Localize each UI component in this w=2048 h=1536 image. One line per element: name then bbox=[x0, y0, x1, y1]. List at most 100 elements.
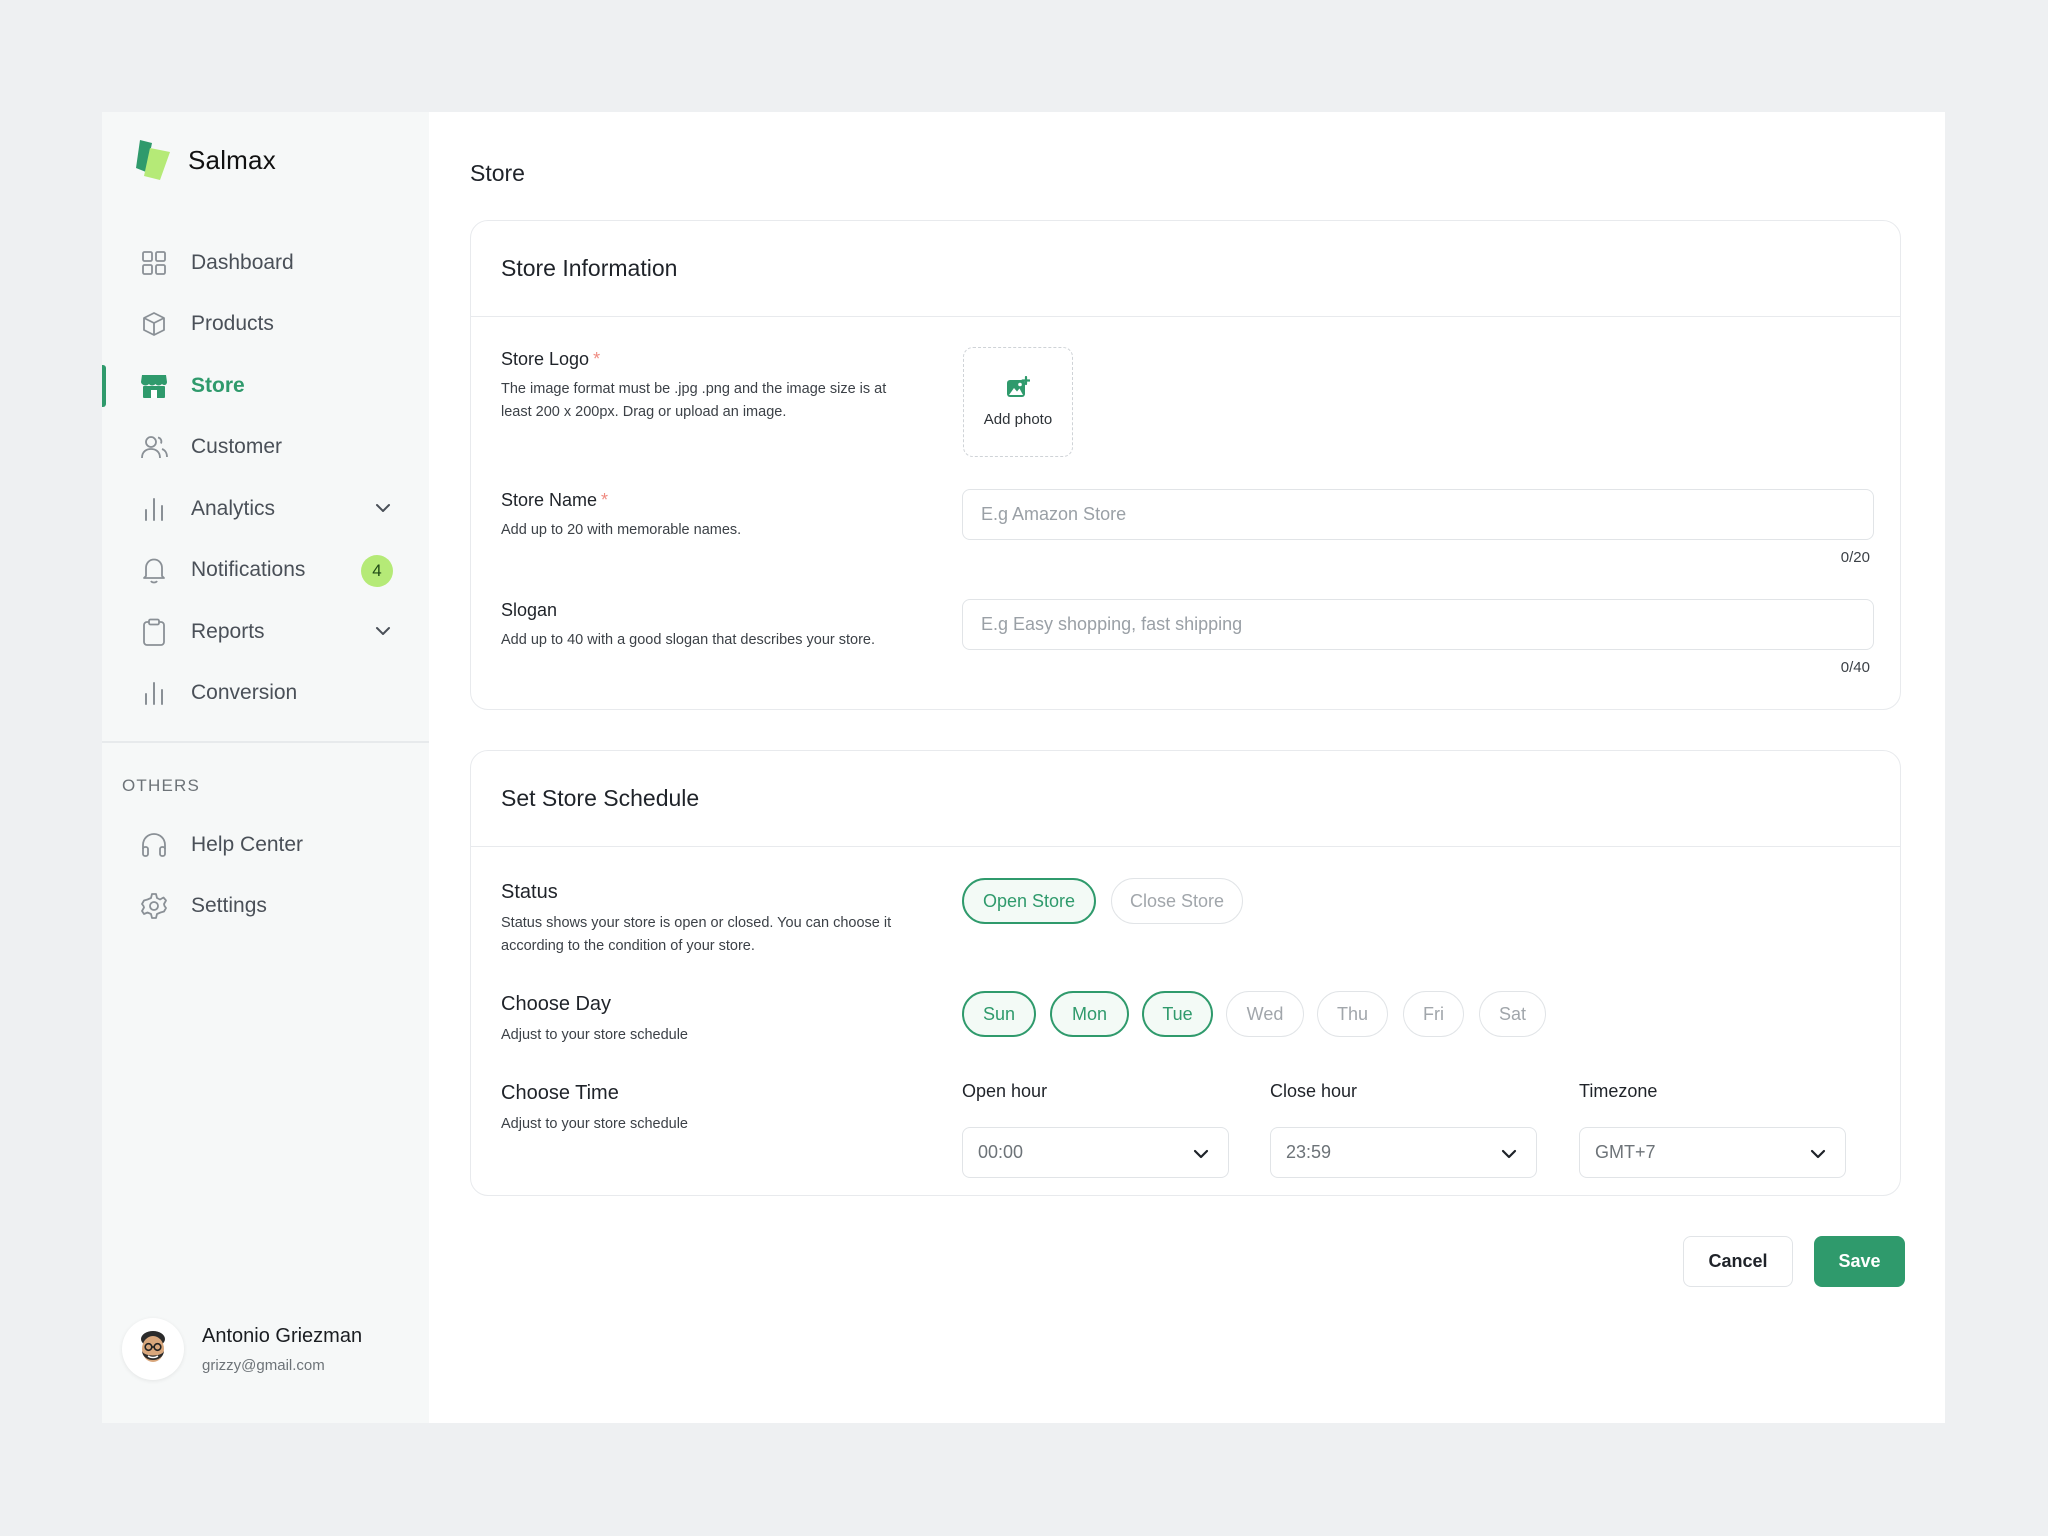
store-logo-row: Store Logo * The image format must be .jp… bbox=[501, 349, 911, 424]
cancel-button[interactable]: Cancel bbox=[1683, 1236, 1793, 1287]
open-hour-select[interactable]: 00:00 bbox=[962, 1127, 1229, 1178]
choose-time-label: Choose Time bbox=[501, 1082, 619, 1104]
store-name-input[interactable] bbox=[962, 489, 1874, 540]
open-hour-label: Open hour bbox=[962, 1081, 1048, 1101]
brand-name: Salmax bbox=[188, 144, 276, 175]
store-name-row: Store Name * Add up to 20 with memorable … bbox=[501, 490, 911, 542]
close-store-button[interactable]: Close Store bbox=[1111, 878, 1243, 924]
required-mark: * bbox=[601, 490, 609, 510]
bar-chart-icon bbox=[139, 678, 169, 708]
day-wed-toggle[interactable]: Wed bbox=[1226, 991, 1304, 1037]
add-photo-dropzone[interactable]: Add photo bbox=[963, 347, 1073, 457]
sidebar-item-label: Products bbox=[191, 312, 274, 336]
chevron-down-icon[interactable] bbox=[373, 621, 393, 646]
day-sun-toggle[interactable]: Sun bbox=[962, 991, 1036, 1037]
clipboard-icon bbox=[139, 617, 169, 647]
sidebar-item-label: Help Center bbox=[191, 832, 304, 856]
day-mon-toggle[interactable]: Mon bbox=[1050, 991, 1129, 1037]
choose-time-row: Choose Time Adjust to your store schedul… bbox=[501, 1082, 911, 1136]
sidebar-item-label: Store bbox=[191, 373, 245, 397]
sidebar-item-label: Reports bbox=[191, 619, 265, 643]
choose-day-label: Choose Day bbox=[501, 993, 612, 1015]
sidebar-item-products[interactable]: Products bbox=[102, 294, 429, 356]
close-hour-value: 23:59 bbox=[1286, 1142, 1332, 1162]
timezone-value: GMT+7 bbox=[1595, 1142, 1656, 1162]
chevron-down-icon bbox=[1500, 1145, 1518, 1168]
slogan-input[interactable] bbox=[962, 599, 1874, 650]
avatar bbox=[122, 1318, 184, 1380]
timezone-label: Timezone bbox=[1579, 1081, 1658, 1101]
sidebar-item-customer[interactable]: Customer bbox=[102, 417, 429, 479]
user-profile[interactable]: Antonio Griezman grizzy@gmail.com bbox=[122, 1318, 362, 1380]
day-fri-toggle[interactable]: Fri bbox=[1403, 991, 1464, 1037]
required-mark: * bbox=[593, 349, 601, 369]
store-information-card: Store Information Store Logo * The image … bbox=[470, 220, 1901, 710]
store-name-label: Store Name bbox=[501, 490, 598, 510]
store-name-counter: 0/20 bbox=[1840, 549, 1870, 566]
open-hour-value: 00:00 bbox=[978, 1142, 1024, 1162]
brand[interactable]: Salmax bbox=[136, 138, 276, 182]
sidebar-item-label: Settings bbox=[191, 894, 267, 918]
status-row: Status Status shows your store is open o… bbox=[501, 881, 921, 958]
gear-icon bbox=[139, 891, 169, 921]
users-icon bbox=[139, 432, 169, 462]
user-email: grizzy@gmail.com bbox=[202, 1356, 325, 1374]
store-logo-description: The image format must be .jpg .png and t… bbox=[501, 381, 887, 420]
choose-day-description: Adjust to your store schedule bbox=[501, 1027, 688, 1043]
image-add-icon bbox=[1006, 375, 1031, 403]
add-photo-label: Add photo bbox=[983, 411, 1053, 428]
card-title: Set Store Schedule bbox=[471, 751, 1900, 847]
sidebar-item-analytics[interactable]: Analytics bbox=[102, 478, 429, 540]
sidebar-item-notifications[interactable]: Notifications 4 bbox=[102, 540, 429, 602]
timezone-select[interactable]: GMT+7 bbox=[1579, 1127, 1846, 1178]
status-label: Status bbox=[501, 881, 558, 903]
sidebar-item-label: Customer bbox=[191, 435, 283, 459]
sidebar-item-label: Analytics bbox=[191, 496, 276, 520]
day-thu-toggle[interactable]: Thu bbox=[1317, 991, 1388, 1037]
sidebar-item-settings[interactable]: Settings bbox=[102, 876, 429, 938]
box-icon bbox=[139, 309, 169, 339]
sidebar-item-reports[interactable]: Reports bbox=[102, 601, 429, 663]
headphones-icon bbox=[139, 830, 169, 860]
chevron-down-icon[interactable] bbox=[373, 498, 393, 523]
slogan-counter: 0/40 bbox=[1840, 659, 1870, 676]
bell-icon bbox=[139, 555, 169, 585]
status-description: Status shows your store is open or close… bbox=[501, 915, 892, 954]
sidebar-item-dashboard[interactable]: Dashboard bbox=[102, 232, 429, 294]
slogan-row: Slogan Add up to 40 with a good slogan t… bbox=[501, 600, 941, 652]
close-hour-label: Close hour bbox=[1270, 1081, 1358, 1101]
close-hour-select[interactable]: 23:59 bbox=[1270, 1127, 1537, 1178]
salmax-logo-icon bbox=[136, 138, 172, 182]
choose-time-description: Adjust to your store schedule bbox=[501, 1116, 688, 1132]
choose-day-row: Choose Day Adjust to your store schedule bbox=[501, 993, 911, 1047]
store-logo-label: Store Logo bbox=[501, 349, 590, 369]
bar-chart-icon bbox=[139, 494, 169, 524]
sidebar-item-label: Conversion bbox=[191, 681, 298, 705]
user-name: Antonio Griezman bbox=[202, 1324, 363, 1347]
sidebar-item-conversion[interactable]: Conversion bbox=[102, 663, 429, 725]
user-info: Antonio Griezman grizzy@gmail.com bbox=[202, 1325, 362, 1374]
sidebar: Salmax Dashboard Products bbox=[102, 112, 429, 1423]
store-name-description: Add up to 20 with memorable names. bbox=[501, 522, 742, 538]
sidebar-item-label: Dashboard bbox=[191, 250, 294, 274]
day-sat-toggle[interactable]: Sat bbox=[1479, 991, 1546, 1037]
save-button[interactable]: Save bbox=[1814, 1236, 1905, 1287]
day-tue-toggle[interactable]: Tue bbox=[1142, 991, 1213, 1037]
main-content: Store Store Information Store Logo * The … bbox=[429, 112, 1945, 1423]
sidebar-item-help-center[interactable]: Help Center bbox=[102, 814, 429, 876]
chevron-down-icon bbox=[1192, 1145, 1210, 1168]
chevron-down-icon bbox=[1809, 1145, 1827, 1168]
slogan-label: Slogan bbox=[501, 600, 558, 620]
app-window: Salmax Dashboard Products bbox=[102, 112, 1945, 1423]
store-icon bbox=[139, 371, 169, 401]
open-store-button[interactable]: Open Store bbox=[962, 878, 1096, 924]
slogan-description: Add up to 40 with a good slogan that des… bbox=[501, 632, 876, 648]
notification-count-badge: 4 bbox=[361, 554, 393, 587]
others-nav: Help Center Settings bbox=[102, 814, 429, 937]
page-title: Store bbox=[470, 160, 525, 186]
main-nav: Dashboard Products Sto bbox=[102, 232, 429, 724]
sidebar-item-store[interactable]: Store bbox=[102, 355, 429, 417]
sidebar-divider bbox=[102, 741, 429, 743]
card-title: Store Information bbox=[471, 221, 1900, 317]
store-schedule-card: Set Store Schedule Status Status shows y… bbox=[470, 750, 1901, 1196]
